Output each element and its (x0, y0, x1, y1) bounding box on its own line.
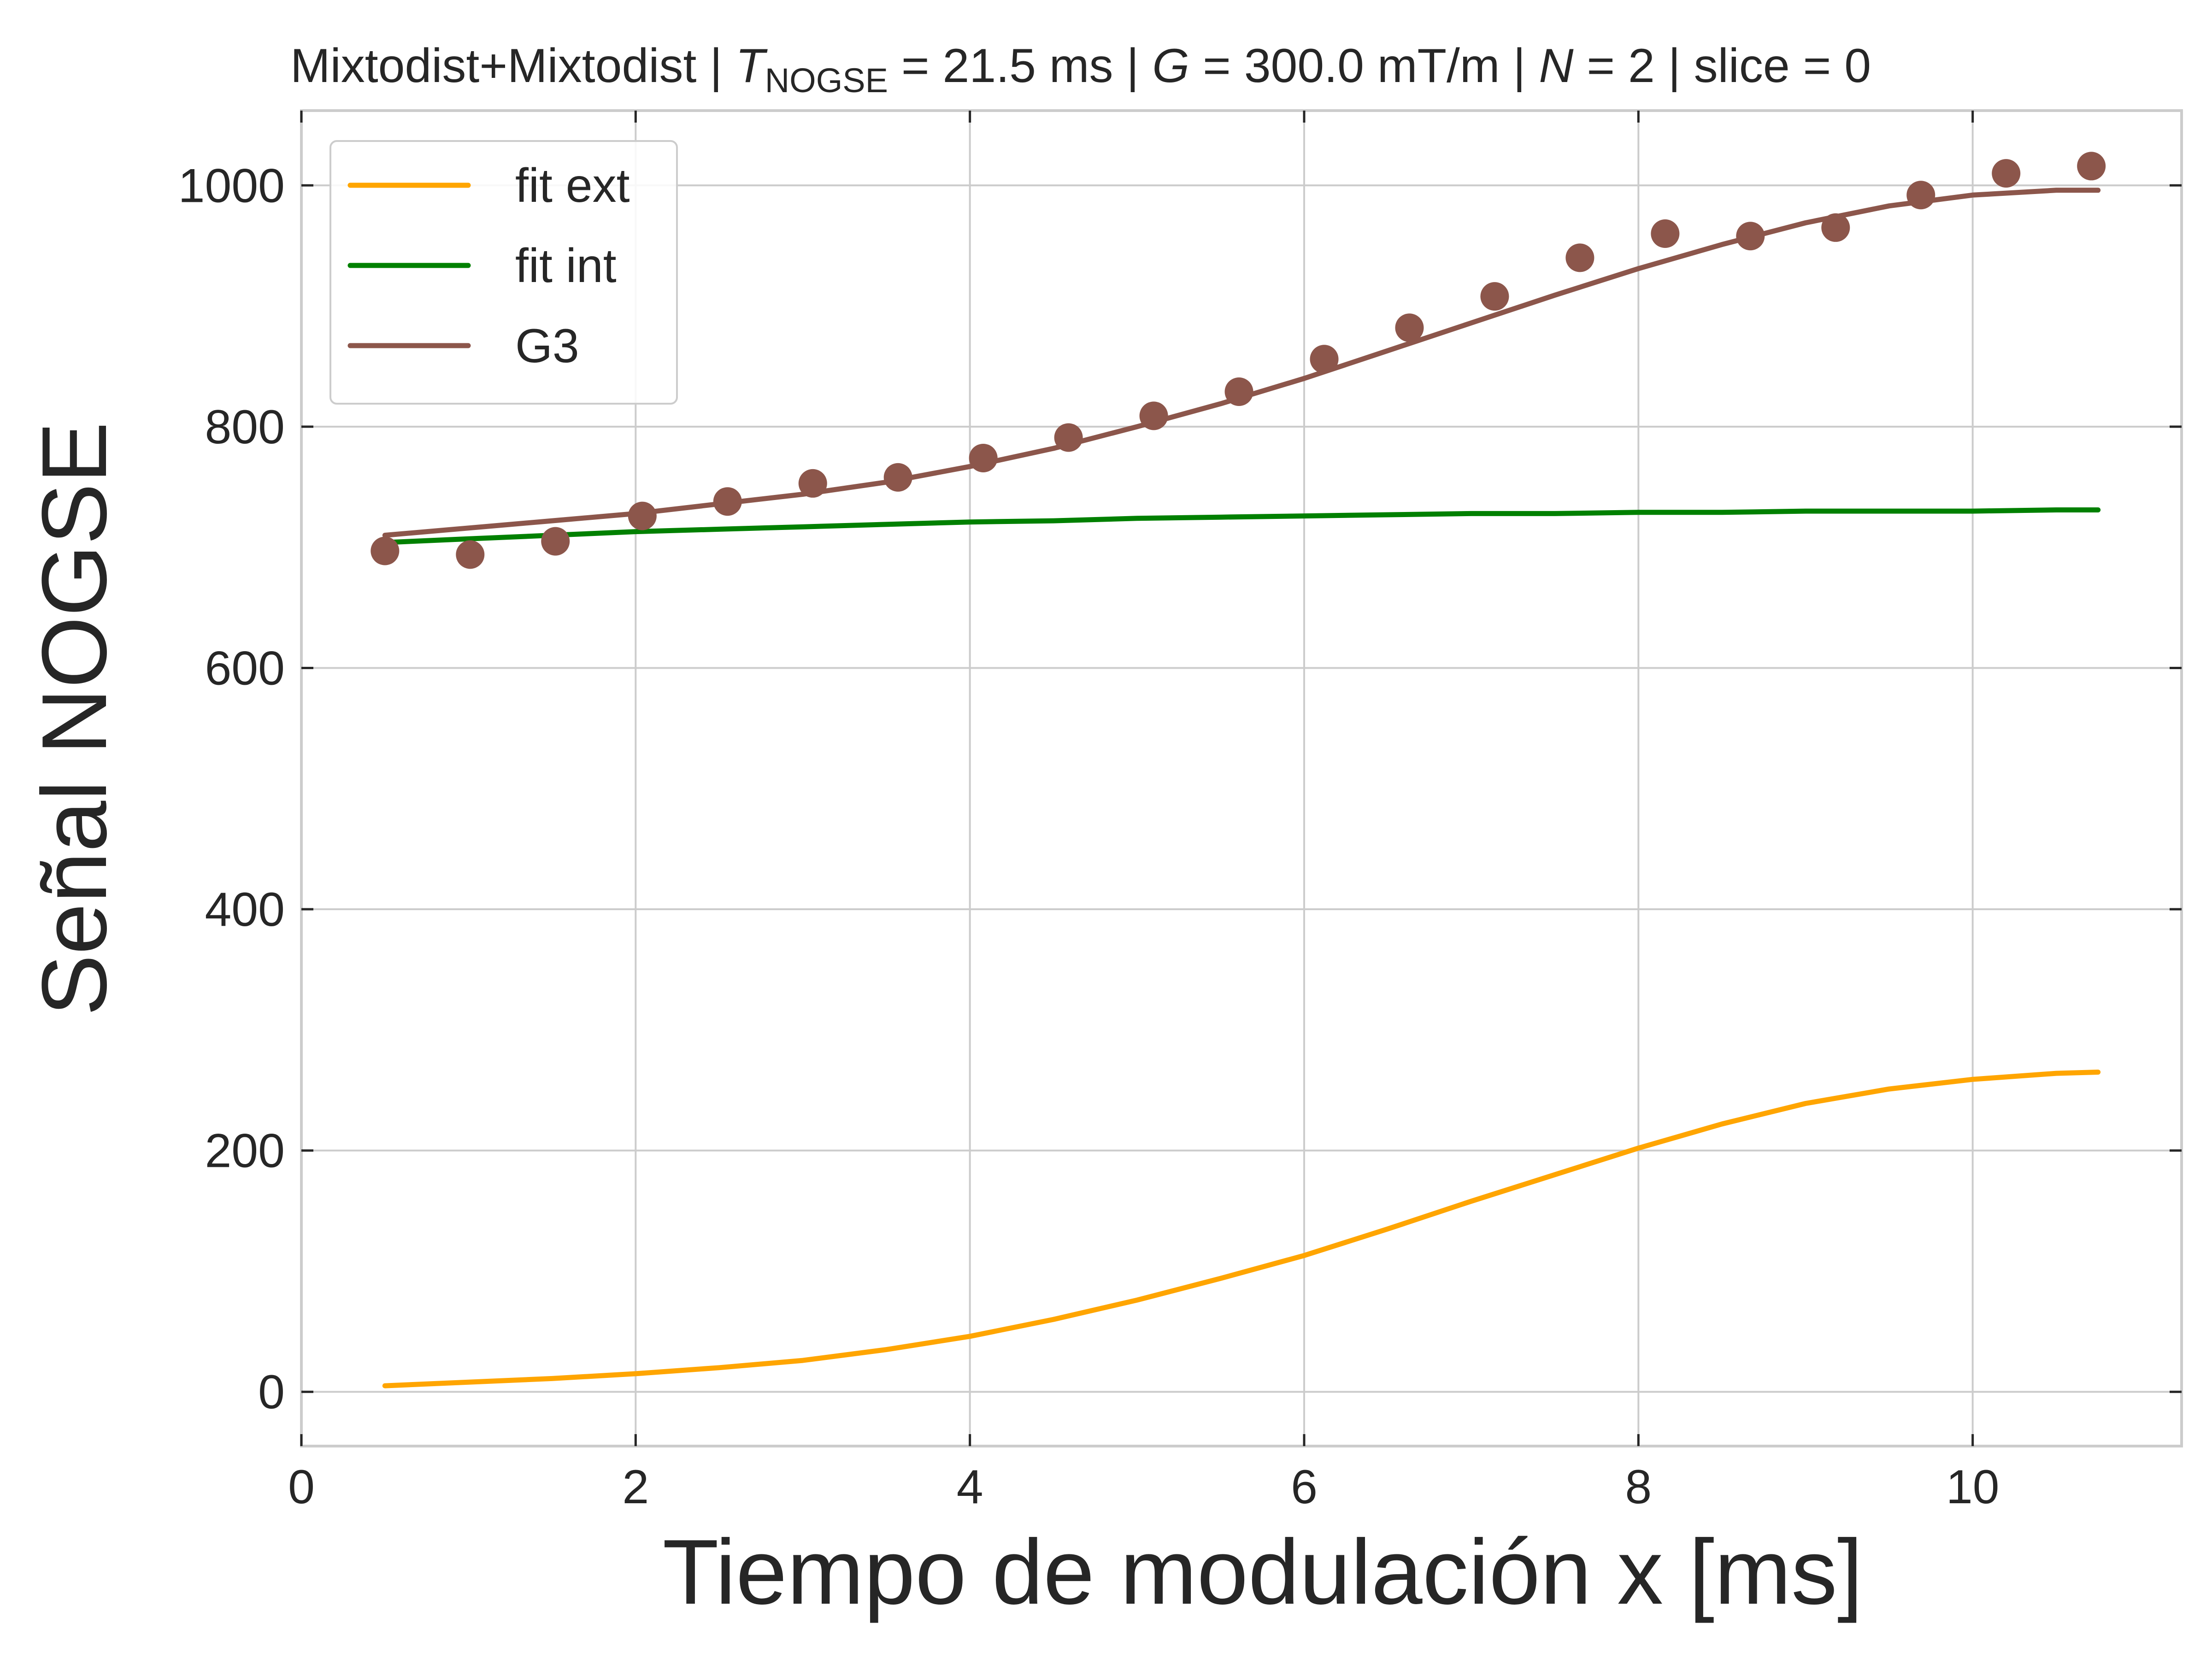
data-point (1565, 243, 1594, 272)
legend-label: fit ext (515, 159, 630, 212)
data-point (1310, 345, 1339, 374)
x-axis-label: Tiempo de modulación x [ms] (663, 1521, 1863, 1624)
ticks: 0 2 4 6 8 10 0 200 400 600 800 1000 (178, 111, 2182, 1514)
x-tick-label: 6 (1291, 1460, 1318, 1514)
title-g-symbol: G (1152, 39, 1189, 93)
y-tick-label: 200 (205, 1124, 285, 1178)
data-point (969, 443, 998, 472)
legend: fit ext fit int G3 (329, 140, 678, 405)
data-point (456, 540, 485, 569)
y-axis-label: Señal NOGSE (23, 422, 126, 1016)
data-point (1821, 213, 1850, 242)
data-point (713, 487, 742, 516)
data-point (1054, 423, 1083, 452)
legend-box (329, 140, 678, 405)
series-line-fit-ext (382, 1070, 2101, 1388)
title-t-symbol: T (735, 39, 768, 93)
data-point (798, 469, 827, 498)
data-point (628, 501, 657, 530)
x-tick-label: 10 (1946, 1460, 2000, 1514)
data-point (1224, 377, 1253, 406)
title-prefix: Mixtodist+Mixtodist | (290, 39, 735, 93)
series-line-g3 (382, 188, 2101, 538)
plot-series (371, 152, 2106, 1388)
x-tick-label: 0 (288, 1460, 315, 1514)
data-point (1480, 282, 1509, 311)
data-point (1139, 401, 1168, 430)
title-n-symbol: N (1539, 39, 1574, 93)
grid (300, 111, 2182, 1446)
plot-frame (300, 109, 2183, 1447)
title-t-subscript: NOGSE (765, 61, 888, 100)
y-tick-label: 800 (205, 400, 285, 454)
legend-label: G3 (515, 319, 579, 373)
x-tick-label: 4 (957, 1460, 983, 1514)
data-point (1736, 222, 1765, 251)
data-point (541, 527, 570, 556)
data-point (1906, 181, 1936, 210)
x-tick-label: 8 (1625, 1460, 1652, 1514)
title-n-value: = 2 | slice = 0 (1573, 39, 1871, 93)
y-tick-label: 600 (205, 641, 285, 695)
y-tick-label: 1000 (178, 159, 285, 212)
y-tick-label: 400 (205, 883, 285, 936)
data-point (1992, 159, 2021, 188)
title-t-value: = 21.5 ms | (888, 39, 1152, 93)
title-g-value: = 300.0 mT/m | (1189, 39, 1539, 93)
x-tick-label: 2 (622, 1460, 649, 1514)
data-point (883, 463, 912, 492)
data-point (2077, 152, 2106, 181)
y-tick-label: 0 (258, 1365, 285, 1419)
chart-title: Mixtodist+Mixtodist | TNOGSE = 21.5 ms |… (290, 39, 1871, 100)
data-point (1395, 313, 1424, 342)
legend-label: fit int (515, 239, 617, 293)
data-point (371, 536, 400, 565)
data-point (1651, 219, 1680, 248)
series-line-fit-int (382, 507, 2101, 545)
